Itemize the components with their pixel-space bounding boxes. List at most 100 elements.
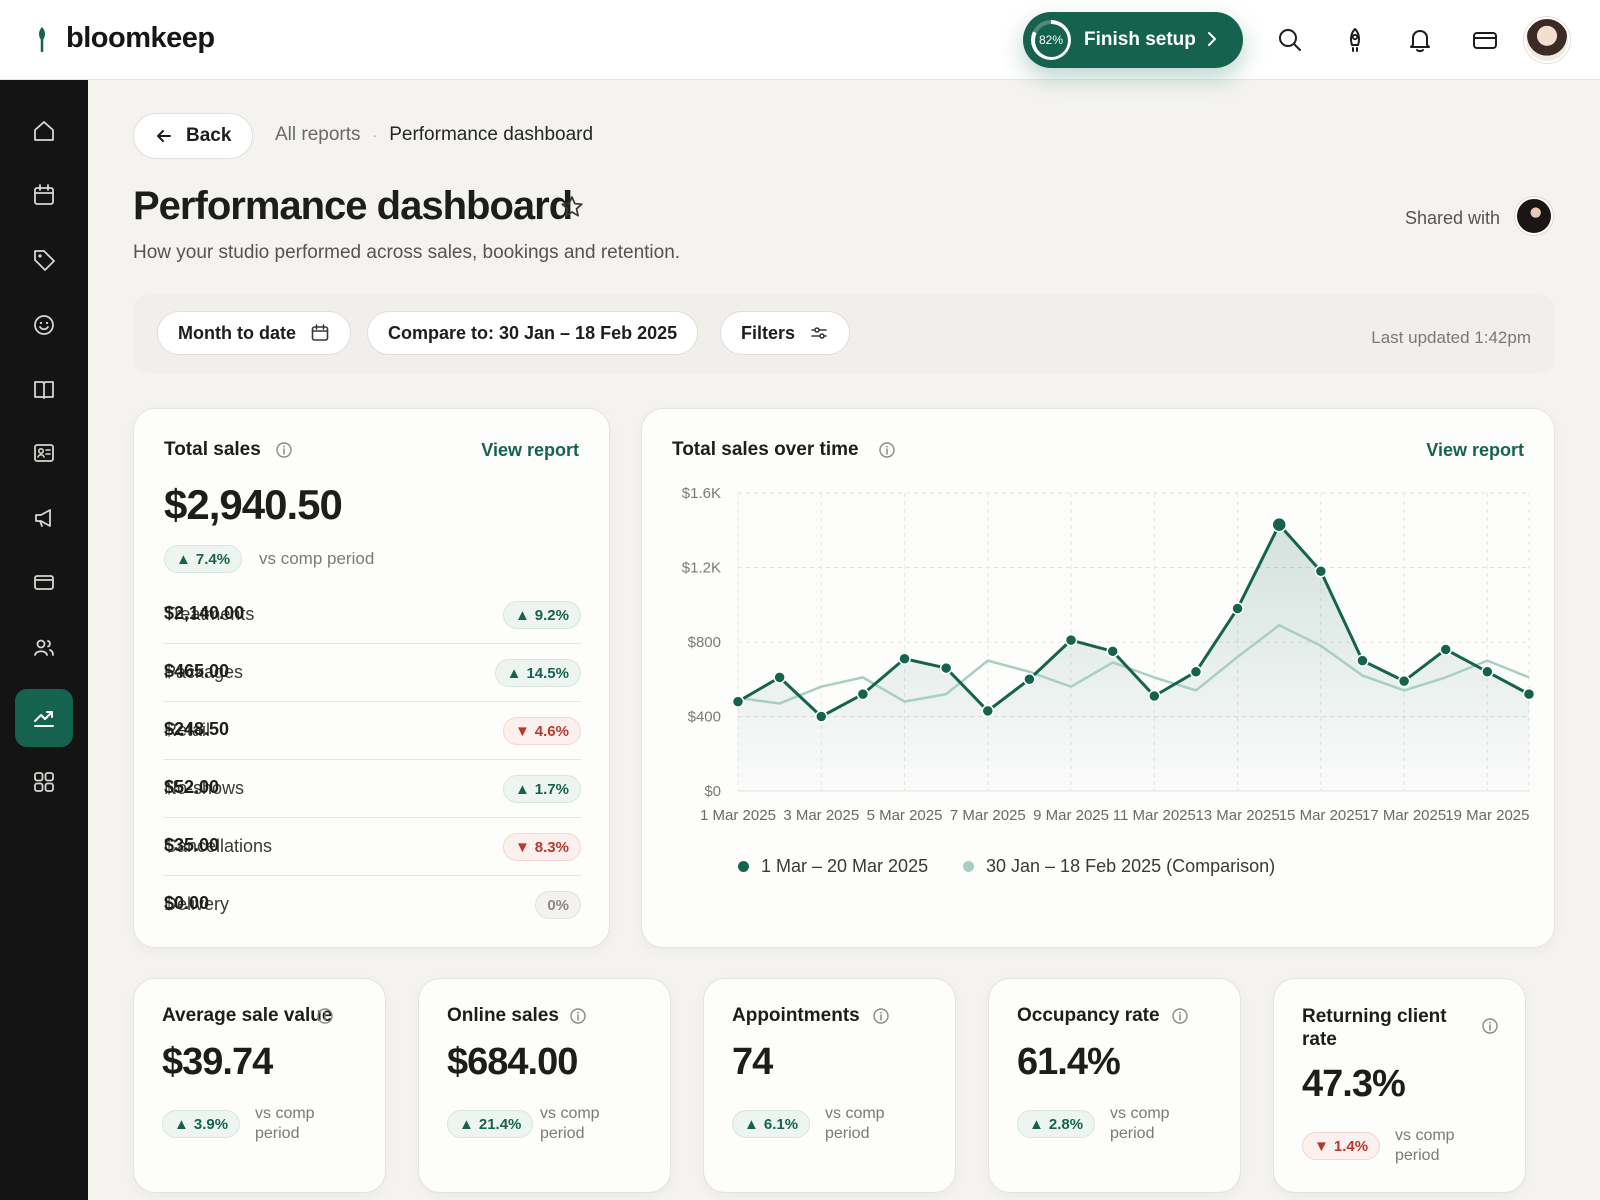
vs-comp-label: vs comp period xyxy=(1110,1104,1170,1144)
data-point[interactable] xyxy=(1064,633,1078,647)
data-point[interactable] xyxy=(1231,602,1244,615)
arrow-up-icon: ▲ xyxy=(459,1115,474,1133)
info-icon[interactable] xyxy=(569,1007,587,1025)
data-point[interactable] xyxy=(1314,564,1328,578)
sidebar-item-apps[interactable] xyxy=(15,753,73,811)
data-point[interactable] xyxy=(1189,665,1203,679)
data-point[interactable] xyxy=(1148,689,1161,703)
change-badge: ▲ 21.4% xyxy=(447,1110,534,1138)
brand-logo[interactable]: bloomkeep xyxy=(32,22,215,55)
data-point[interactable] xyxy=(1023,673,1036,686)
sidebar-item-payments[interactable] xyxy=(15,553,73,611)
data-point[interactable] xyxy=(1439,643,1452,656)
data-point[interactable] xyxy=(1106,645,1119,658)
finish-setup-button[interactable]: 82% Finish setup xyxy=(1023,12,1243,68)
sales-row-value: $35.00 xyxy=(164,835,220,855)
change-badge: ▲ 3.9% xyxy=(162,1110,241,1138)
sidebar-item-tags[interactable] xyxy=(15,231,73,289)
view-report-link[interactable]: View report xyxy=(481,440,579,460)
metric-card: Occupancy rate 61.4% ▲ 2.8% vs comp period xyxy=(988,978,1241,1193)
sales-row-label: No-shows xyxy=(164,778,245,798)
metric-title: Online sales xyxy=(447,1005,559,1026)
data-point[interactable] xyxy=(1271,516,1287,533)
shared-with-label: Shared with xyxy=(1405,208,1501,228)
data-point[interactable] xyxy=(1481,665,1494,679)
date-range-label: Month to date xyxy=(178,322,296,343)
sidebar-item-team-profiles[interactable] xyxy=(15,424,73,482)
arrow-up-icon: ▲ xyxy=(506,664,522,682)
data-point[interactable] xyxy=(815,710,828,723)
star-icon[interactable] xyxy=(559,194,585,220)
sidebar-item-team[interactable] xyxy=(15,618,73,676)
arrow-up-icon: ▲ xyxy=(174,1115,189,1133)
data-point[interactable] xyxy=(773,671,786,684)
arrow-up-icon: ▲ xyxy=(176,550,191,568)
data-point[interactable] xyxy=(1397,674,1411,688)
payment-card-icon xyxy=(34,575,54,590)
metric-title-line: Returning client xyxy=(1302,1006,1447,1027)
data-point[interactable] xyxy=(1522,687,1536,701)
vs-comp-line: vs comp xyxy=(540,1105,600,1122)
back-button[interactable]: Back xyxy=(133,113,253,159)
sidebar-item-marketing[interactable] xyxy=(15,489,73,547)
sales-over-time-title: Total sales over time xyxy=(672,439,859,460)
info-icon[interactable] xyxy=(1481,1017,1499,1035)
card-icon[interactable] xyxy=(1471,26,1499,54)
x-tick-label: 15 Mar 2025 xyxy=(1279,807,1363,824)
chevron-right-icon xyxy=(1208,32,1216,46)
view-report-link[interactable]: View report xyxy=(1426,440,1524,460)
back-label: Back xyxy=(186,125,232,146)
metric-card: Appointments 74 ▲ 6.1% vs comp period xyxy=(703,978,956,1193)
vs-comp-label: vs comp period xyxy=(825,1104,885,1144)
sales-row: Packages ▲ 14.5% $465.00 xyxy=(164,645,581,702)
data-point[interactable] xyxy=(939,661,953,675)
bell-icon[interactable] xyxy=(1406,26,1434,54)
page-title: Performance dashboard xyxy=(133,184,573,228)
sidebar-item-catalog[interactable] xyxy=(15,360,73,418)
sidebar-item-clients[interactable] xyxy=(15,296,73,354)
x-tick-label: 13 Mar 2025 xyxy=(1195,807,1279,824)
date-range-button[interactable]: Month to date xyxy=(157,311,351,355)
breadcrumb-all-reports[interactable]: All reports xyxy=(275,124,361,145)
x-tick-label: 3 Mar 2025 xyxy=(783,807,859,824)
data-point[interactable] xyxy=(898,652,911,666)
rocket-icon[interactable] xyxy=(1341,26,1369,54)
megaphone-icon xyxy=(35,509,51,527)
change-badge: ▲ 1.7% xyxy=(502,775,581,803)
setup-progress-label: 82% xyxy=(1034,23,1068,57)
change-value: 1.7% xyxy=(534,780,569,798)
sidebar-item-reports[interactable] xyxy=(15,689,73,747)
legend-comparison: 30 Jan – 18 Feb 2025 (Comparison) xyxy=(963,856,1275,877)
data-point[interactable] xyxy=(731,695,745,708)
last-updated: Last updated 1:42pm xyxy=(1371,328,1531,347)
legend-current: 1 Mar – 20 Mar 2025 xyxy=(738,856,928,877)
sidebar-item-calendar[interactable] xyxy=(15,166,73,224)
search-icon[interactable] xyxy=(1276,26,1304,54)
user-avatar[interactable] xyxy=(1524,17,1570,63)
vs-comp-label: vs comp period xyxy=(259,549,375,568)
info-icon[interactable] xyxy=(878,441,896,459)
compare-period-label: Compare to: 30 Jan – 18 Feb 2025 xyxy=(388,322,678,343)
data-point[interactable] xyxy=(1356,654,1369,667)
setup-progress-ring: 82% xyxy=(1031,20,1071,60)
reports-icon xyxy=(34,711,54,727)
legend-dot-comparison xyxy=(963,861,974,872)
sales-row-label: Cancellations xyxy=(164,836,273,856)
metric-card: Returning client rate 47.3% ▼ 1.4% vs comp per… xyxy=(1273,978,1526,1193)
breadcrumb: All reports · Performance dashboard xyxy=(275,124,593,146)
metric-value: 47.3% xyxy=(1302,1063,1406,1105)
change-value: 2.8% xyxy=(1048,1115,1084,1133)
change-value: 6.1% xyxy=(763,1115,799,1133)
info-icon[interactable] xyxy=(872,1007,890,1025)
metric-card: Online sales $684.00 ▲ 21.4% vs comp period xyxy=(418,978,671,1193)
data-point[interactable] xyxy=(981,704,995,718)
info-icon[interactable] xyxy=(1171,1007,1189,1025)
info-icon[interactable] xyxy=(275,441,293,459)
y-tick-label: $1.6K xyxy=(682,485,721,502)
data-point[interactable] xyxy=(856,687,870,701)
compare-period-button[interactable]: Compare to: 30 Jan – 18 Feb 2025 xyxy=(367,311,699,355)
info-icon[interactable] xyxy=(316,1007,334,1025)
filters-button[interactable]: Filters xyxy=(720,311,851,355)
sidebar-item-home[interactable] xyxy=(15,102,73,160)
shared-with-avatar[interactable] xyxy=(1515,197,1553,235)
